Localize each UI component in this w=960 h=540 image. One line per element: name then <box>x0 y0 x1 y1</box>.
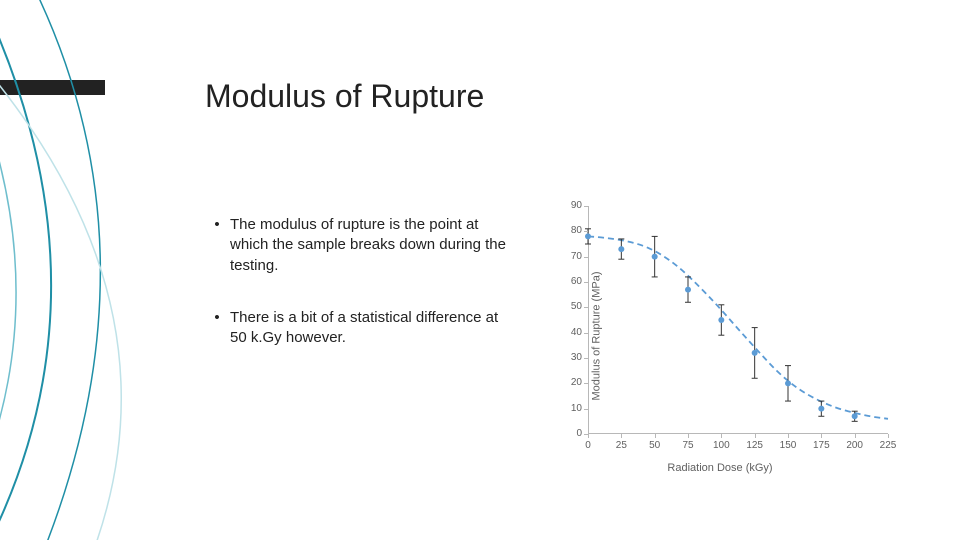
chart-marker <box>852 413 858 419</box>
chart-ytick-mark <box>584 383 588 384</box>
chart-ytick-label: 10 <box>558 403 582 414</box>
chart-ytick-mark <box>584 206 588 207</box>
chart-ytick-mark <box>584 231 588 232</box>
chart-marker <box>785 380 791 386</box>
decor-rect <box>0 80 105 95</box>
chart-xtick-mark <box>755 434 756 438</box>
chart-ytick-label: 40 <box>558 327 582 338</box>
chart-marker <box>652 254 658 260</box>
chart-xtick-label: 75 <box>682 440 693 451</box>
chart-xtick-label: 125 <box>746 440 763 451</box>
bullet-list: • The modulus of rupture is the point at… <box>210 215 510 380</box>
chart-xtick-mark <box>888 434 889 438</box>
chart-ytick-mark <box>584 307 588 308</box>
chart-trend-line <box>588 236 888 418</box>
chart-xtick-label: 100 <box>713 440 730 451</box>
chart-ytick-label: 70 <box>558 251 582 262</box>
chart-svg <box>588 206 888 434</box>
chart-ytick-label: 30 <box>558 352 582 363</box>
slide: Modulus of Rupture • The modulus of rupt… <box>0 0 960 540</box>
chart-marker <box>718 317 724 323</box>
bullet-item: • There is a bit of a statistical differ… <box>210 308 510 349</box>
chart-xtick-label: 175 <box>813 440 830 451</box>
chart-xtick-label: 200 <box>846 440 863 451</box>
slide-title: Modulus of Rupture <box>205 78 484 115</box>
chart-ytick-mark <box>584 358 588 359</box>
chart-ytick-label: 60 <box>558 276 582 287</box>
chart-xtick-mark <box>788 434 789 438</box>
chart-xtick-label: 0 <box>585 440 591 451</box>
chart-marker <box>618 246 624 252</box>
chart-marker <box>685 287 691 293</box>
bullet-marker: • <box>210 308 224 349</box>
chart-ytick-label: 80 <box>558 225 582 236</box>
chart-ytick-label: 90 <box>558 200 582 211</box>
chart: Modulus of Rupture (MPa) Radiation Dose … <box>536 196 904 476</box>
chart-xtick-label: 150 <box>780 440 797 451</box>
chart-xtick-label: 25 <box>616 440 627 451</box>
chart-ytick-label: 20 <box>558 377 582 388</box>
chart-ytick-mark <box>584 282 588 283</box>
chart-ytick-mark <box>584 257 588 258</box>
chart-xtick-mark <box>621 434 622 438</box>
chart-xtick-mark <box>821 434 822 438</box>
chart-xtick-mark <box>721 434 722 438</box>
chart-marker <box>585 233 591 239</box>
chart-xtick-mark <box>588 434 589 438</box>
bullet-marker: • <box>210 215 224 276</box>
bullet-text: The modulus of rupture is the point at w… <box>224 215 510 276</box>
chart-xtick-label: 50 <box>649 440 660 451</box>
chart-plot-area <box>588 206 888 434</box>
chart-marker <box>818 406 824 412</box>
chart-xlabel: Radiation Dose (kGy) <box>667 462 772 474</box>
bullet-text: There is a bit of a statistical differen… <box>224 308 510 349</box>
chart-xtick-mark <box>855 434 856 438</box>
chart-ytick-mark <box>584 333 588 334</box>
bullet-item: • The modulus of rupture is the point at… <box>210 215 510 276</box>
chart-xtick-label: 225 <box>880 440 897 451</box>
chart-xtick-mark <box>655 434 656 438</box>
chart-ytick-label: 0 <box>558 428 582 439</box>
chart-ytick-label: 50 <box>558 301 582 312</box>
chart-xtick-mark <box>688 434 689 438</box>
chart-ytick-mark <box>584 409 588 410</box>
chart-marker <box>752 350 758 356</box>
